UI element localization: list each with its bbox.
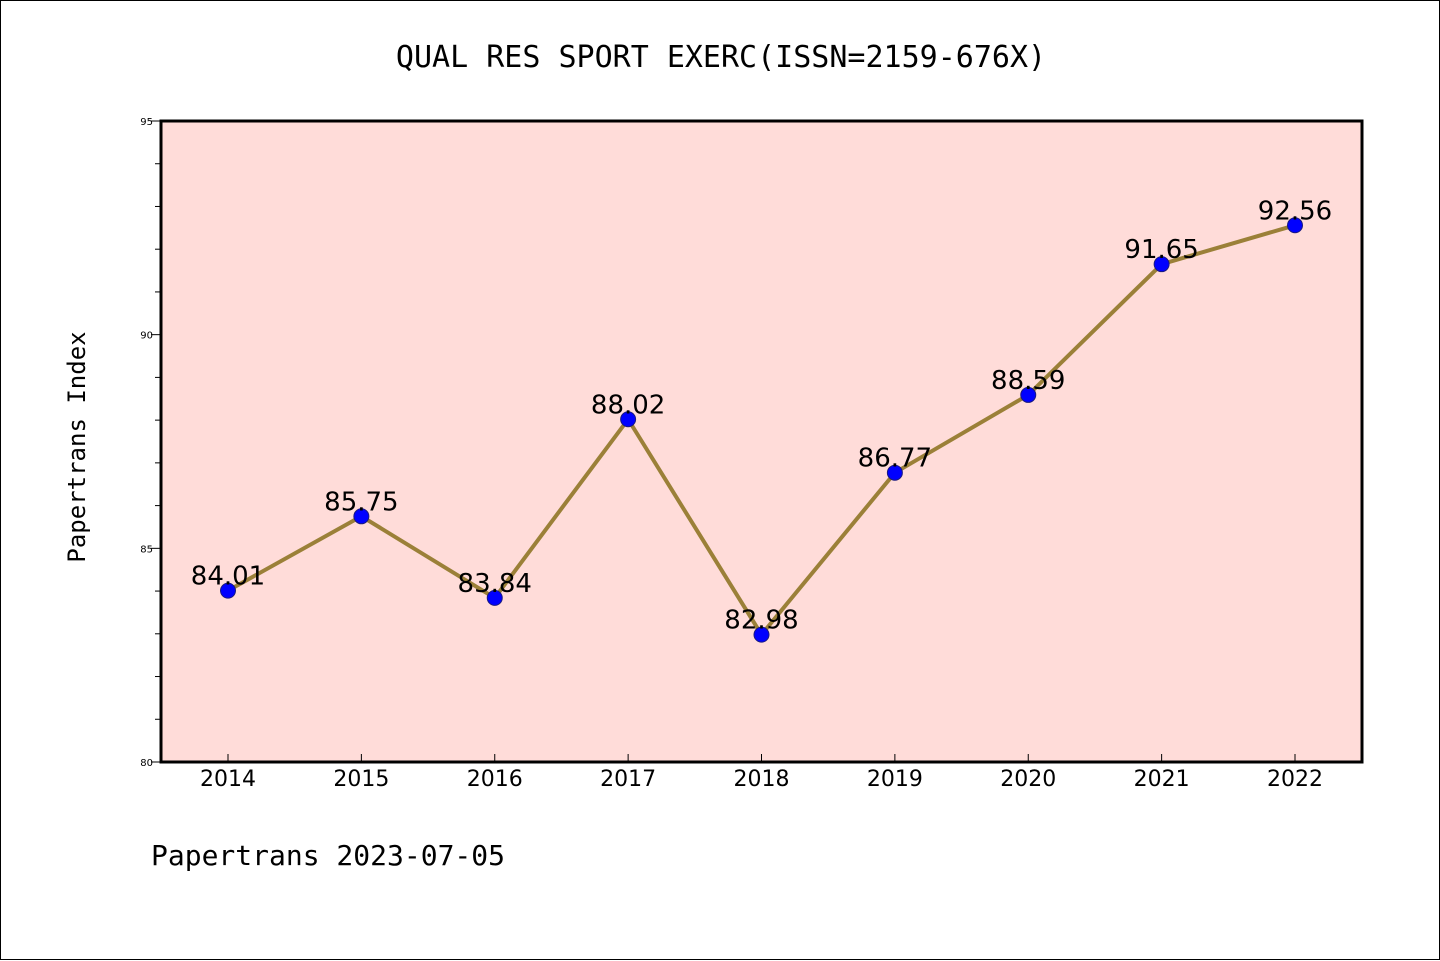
data-label: 83.84 [458, 569, 532, 599]
x-tick-label: 2019 [867, 767, 923, 792]
data-point [1020, 386, 1037, 403]
x-tick-label: 2016 [467, 767, 523, 792]
x-tick-label: 2020 [1000, 767, 1056, 792]
x-tick-label: 2015 [333, 767, 389, 792]
x-tick-label: 2017 [600, 767, 656, 792]
data-point [1287, 217, 1303, 234]
y-axis: 80 85 90 95 [140, 117, 161, 769]
x-axis: 2014 2015 2016 2017 2018 2019 2020 2021 2022 [200, 754, 1323, 792]
series-line-group [220, 217, 1303, 643]
x-tick-label: 2018 [734, 767, 790, 792]
x-tick-label: 2021 [1134, 767, 1190, 792]
data-label: 92.56 [1258, 196, 1332, 226]
data-label: 88.02 [591, 390, 665, 420]
chart-title: QUAL RES SPORT EXERC(ISSN=2159-676X) [396, 40, 1046, 75]
data-point [1153, 256, 1170, 273]
data-label: 86.77 [858, 444, 932, 474]
y-tick-label: 85 [140, 544, 153, 555]
y-tick-label: 95 [140, 117, 153, 128]
data-label: 82.98 [724, 606, 798, 636]
y-axis-label: Papertrans Index [63, 331, 91, 562]
data-labels-group: 84.01 85.75 83.84 88.02 82.98 86.77 88.59 91.65… [191, 196, 1332, 635]
footer-text: Papertrans 2023-07-05 [151, 839, 505, 872]
data-point [220, 582, 236, 599]
data-point [353, 508, 370, 525]
x-tick-label: 2022 [1267, 767, 1323, 792]
x-tick-label: 2014 [200, 767, 256, 792]
data-label: 85.75 [324, 487, 398, 517]
y-tick-label: 90 [140, 331, 153, 342]
data-point [886, 464, 903, 481]
data-label: 91.65 [1124, 235, 1198, 265]
data-point [753, 626, 770, 643]
plot-area [159, 119, 1364, 764]
y-tick-label: 80 [140, 758, 153, 769]
data-point [486, 589, 503, 606]
data-label: 88.59 [991, 366, 1065, 396]
data-label: 84.01 [191, 562, 265, 592]
data-point [620, 411, 637, 428]
